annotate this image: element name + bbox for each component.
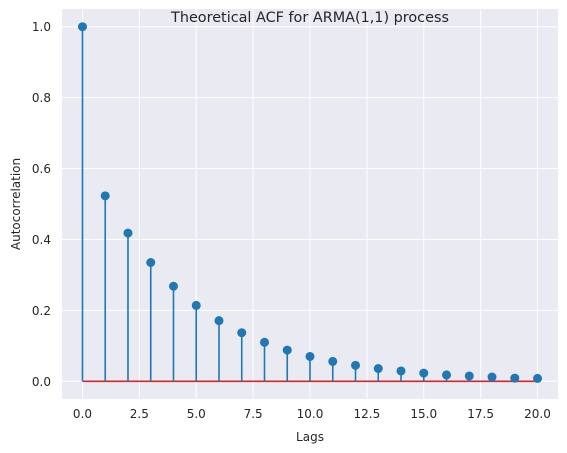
y-tick-label: 0.4 (32, 233, 51, 247)
y-tick-label: 0.0 (32, 375, 51, 389)
y-tick-label: 1.0 (32, 20, 51, 34)
stem-marker (533, 373, 543, 383)
x-tick-label: 0.0 (73, 407, 92, 421)
stem-marker (373, 364, 383, 374)
y-axis-label: Autocorrelation (9, 158, 23, 250)
stem-marker (351, 360, 361, 370)
stem-marker (419, 368, 429, 378)
stem-marker (442, 370, 452, 380)
chart-title: Theoretical ACF for ARMA(1,1) process (170, 10, 449, 26)
y-tick-label: 0.8 (32, 91, 51, 105)
x-tick-label: 20.0 (524, 407, 551, 421)
stem-marker (100, 191, 110, 201)
y-tick-labels: 0.0 0.2 0.4 0.6 0.8 1.0 (32, 20, 51, 389)
x-tick-label: 10.0 (297, 407, 324, 421)
stem-marker (282, 345, 292, 355)
x-tick-label: 5.0 (187, 407, 206, 421)
stem-marker (259, 337, 269, 347)
x-tick-label: 2.5 (130, 407, 149, 421)
x-tick-label: 17.5 (467, 407, 494, 421)
x-tick-label: 12.5 (354, 407, 381, 421)
stem-marker (77, 22, 87, 32)
stem-marker (510, 373, 520, 383)
stem-marker (214, 316, 224, 326)
x-axis-label: Lags (296, 430, 324, 444)
x-tick-label: 7.5 (244, 407, 263, 421)
stem-marker (396, 366, 406, 376)
stem-marker (237, 328, 247, 338)
markers-group (77, 22, 543, 383)
stem-marker (168, 281, 178, 291)
y-tick-label: 0.6 (32, 162, 51, 176)
stem-marker (146, 258, 156, 267)
stem-marker (464, 371, 474, 381)
stem-marker (487, 372, 497, 382)
y-tick-label: 0.2 (32, 304, 51, 318)
x-tick-labels: 0.0 2.5 5.0 7.5 10.0 12.5 15.0 17.5 20.0 (73, 407, 551, 421)
stem-marker (123, 228, 133, 238)
stem-marker (191, 300, 201, 310)
x-tick-label: 15.0 (410, 407, 437, 421)
stem-marker (328, 356, 338, 366)
stem-marker (305, 351, 315, 361)
